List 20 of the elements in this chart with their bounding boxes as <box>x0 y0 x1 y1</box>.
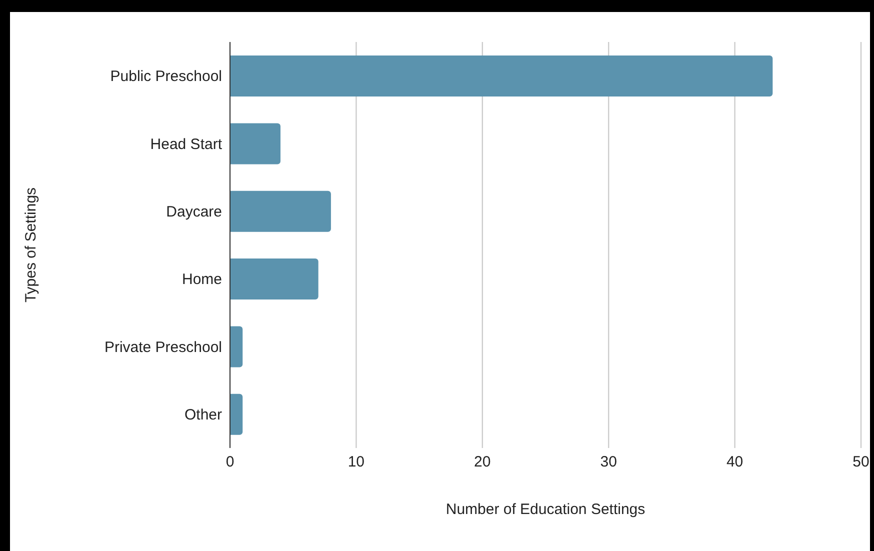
x-tick-label: 50 <box>852 454 870 471</box>
bar <box>230 56 773 97</box>
y-axis-title: Types of Settings <box>22 187 40 303</box>
y-tick-label: Public Preschool <box>110 68 222 86</box>
x-tick-label: 40 <box>726 454 744 471</box>
x-tick-label: 30 <box>600 454 617 471</box>
y-tick-label: Daycare <box>166 203 222 220</box>
y-tick-label: Head Start <box>150 136 223 153</box>
bar <box>230 394 243 435</box>
bar <box>230 258 318 300</box>
y-tick-label: Private Preschool <box>104 338 222 356</box>
x-tick-label: 10 <box>348 454 365 471</box>
x-tick-label: 0 <box>226 454 234 471</box>
x-tick-label: 20 <box>474 454 491 471</box>
x-axis-title: Number of Education Settings <box>446 501 646 518</box>
bar <box>230 123 280 164</box>
y-tick-label: Home <box>182 271 222 288</box>
bar <box>230 326 243 368</box>
y-tick-label: Other <box>184 406 222 424</box>
bar <box>230 190 331 232</box>
